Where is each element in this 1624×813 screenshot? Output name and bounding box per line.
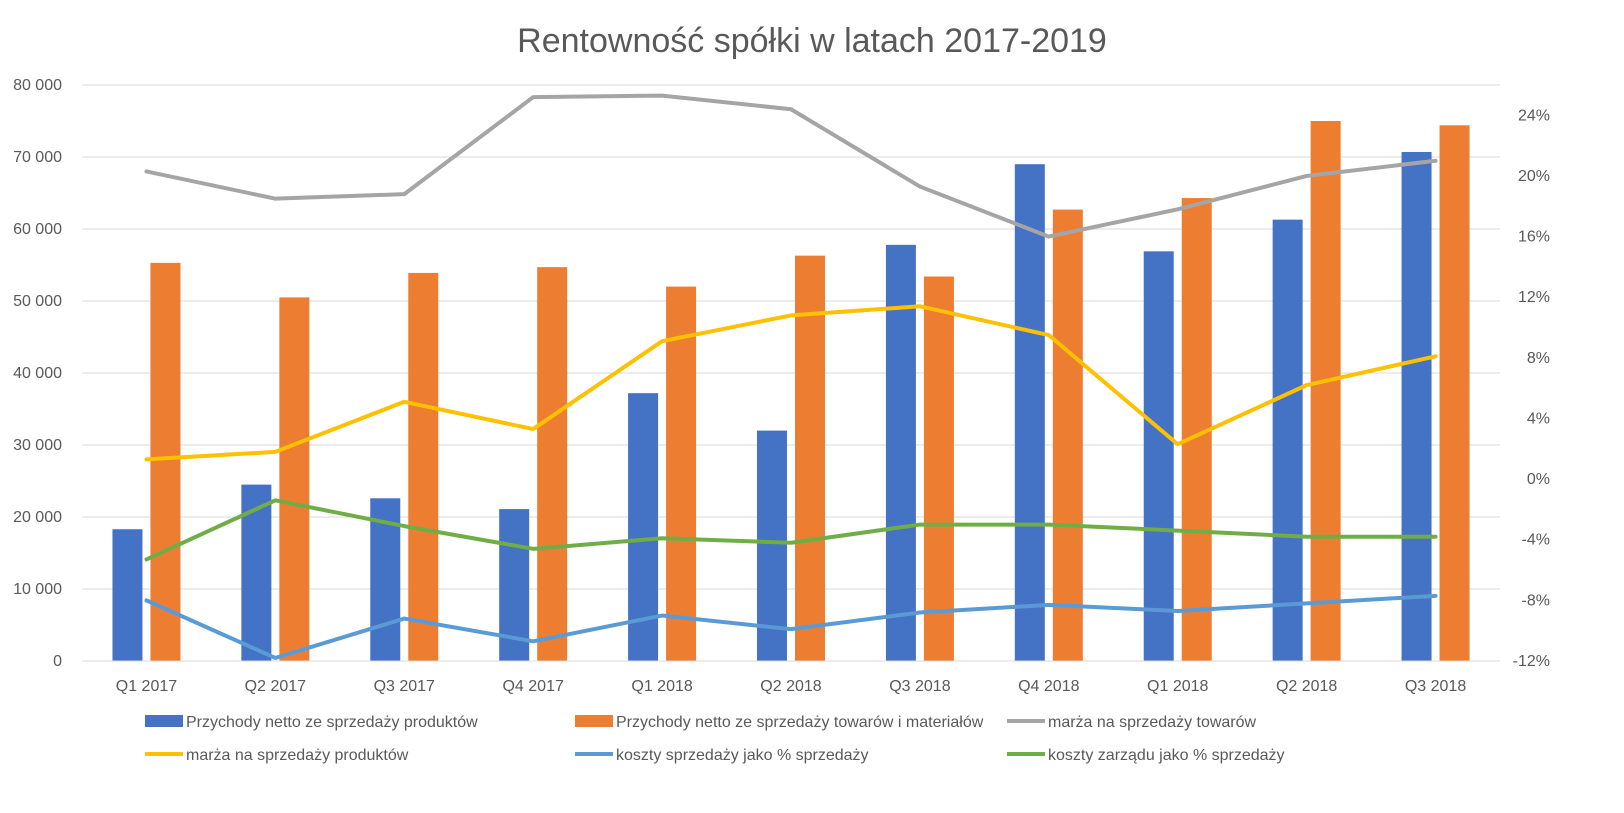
bar-goods-revenue xyxy=(923,276,954,661)
bar-series-group xyxy=(112,121,1470,662)
x-axis-tick-label: Q4 2018 xyxy=(1018,678,1079,695)
right-axis-tick-label: 24% xyxy=(1518,107,1550,124)
right-axis-tick-label: -4% xyxy=(1522,532,1550,549)
bar-products-revenue xyxy=(1143,251,1174,661)
bar-goods-revenue xyxy=(1310,121,1341,661)
right-axis-tick-label: 0% xyxy=(1527,471,1550,488)
bar-goods-revenue xyxy=(150,262,181,661)
legend: Przychody netto ze sprzedaży produktów Pr… xyxy=(145,714,1285,764)
chart-title: Rentowność spółki w latach 2017-2019 xyxy=(517,22,1107,60)
line-products-margin xyxy=(144,304,1438,462)
left-axis-tick-label: 70 000 xyxy=(13,149,62,166)
legend-item: Przychody netto ze sprzedaży towarów i m… xyxy=(575,714,984,731)
x-axis-tick-label: Q1 2018 xyxy=(1147,678,1208,695)
line-admin-costs xyxy=(144,498,1438,562)
legend-item: koszty sprzedaży jako % sprzedaży xyxy=(575,747,869,764)
bar-products-revenue xyxy=(1401,151,1432,661)
x-axis-tick-label: Q3 2018 xyxy=(1405,678,1466,695)
bar-goods-revenue xyxy=(279,297,310,661)
legend-label: koszty zarządu jako % sprzedaży xyxy=(1048,747,1285,764)
legend-item: marża na sprzedaży produktów xyxy=(145,747,409,764)
right-axis-tick-label: 16% xyxy=(1518,229,1550,246)
bar-goods-revenue xyxy=(537,267,568,661)
left-axis-ticks: 0 10 000 20 000 30 000 40 000 50 000 60 000 70 … xyxy=(13,77,62,670)
x-axis-tick-label: Q2 2018 xyxy=(1276,678,1337,695)
left-axis-tick-label: 10 000 xyxy=(13,581,62,598)
legend-label: koszty sprzedaży jako % sprzedaży xyxy=(616,747,869,764)
legend-swatch xyxy=(575,715,613,727)
right-axis-tick-label: 4% xyxy=(1527,410,1550,427)
left-axis-tick-label: 30 000 xyxy=(13,437,62,454)
right-axis-tick-label: 20% xyxy=(1518,168,1550,185)
gridlines xyxy=(82,84,1500,662)
right-axis-tick-label: 12% xyxy=(1518,289,1550,306)
bar-products-revenue xyxy=(112,529,143,661)
bar-goods-revenue xyxy=(1052,209,1083,661)
right-axis-ticks: -12% -8% -4% 0% 4% 8% 12% 16% 20% 24% xyxy=(1513,107,1550,670)
x-axis-tick-label: Q2 2018 xyxy=(760,678,821,695)
bar-goods-revenue xyxy=(1439,125,1470,661)
legend-item: koszty zarządu jako % sprzedaży xyxy=(1007,747,1285,764)
x-axis-labels: Q1 2017 Q2 2017 Q3 2017 Q4 2017 Q1 2018 Q2 20… xyxy=(82,660,1500,695)
legend-item: marża na sprzedaży towarów xyxy=(1007,714,1257,731)
bar-products-revenue xyxy=(885,244,916,661)
left-axis-tick-label: 80 000 xyxy=(13,77,62,94)
left-axis-tick-label: 60 000 xyxy=(13,221,62,238)
x-axis-tick-label: Q1 2017 xyxy=(116,678,177,695)
legend-swatch xyxy=(145,715,183,727)
left-axis-tick-label: 40 000 xyxy=(13,365,62,382)
right-axis-tick-label: -8% xyxy=(1522,592,1550,609)
legend-label: Przychody netto ze sprzedaży towarów i m… xyxy=(616,714,984,731)
line-series-group xyxy=(144,93,1438,660)
line-selling-costs xyxy=(144,593,1438,660)
legend-label: Przychody netto ze sprzedaży produktów xyxy=(186,714,478,731)
left-axis-tick-label: 0 xyxy=(53,653,62,670)
legend-label: marża na sprzedaży produktów xyxy=(186,747,409,764)
right-axis-tick-label: -12% xyxy=(1513,653,1550,670)
right-axis-tick-label: 8% xyxy=(1527,350,1550,367)
legend-label: marża na sprzedaży towarów xyxy=(1048,714,1257,731)
bar-goods-revenue xyxy=(795,255,825,661)
bar-goods-revenue xyxy=(666,286,697,661)
bar-products-revenue xyxy=(1272,219,1303,661)
x-axis-tick-label: Q4 2017 xyxy=(502,678,563,695)
x-axis-tick-label: Q3 2018 xyxy=(889,678,950,695)
bar-goods-revenue xyxy=(408,272,439,661)
x-axis-tick-label: Q2 2017 xyxy=(245,678,306,695)
x-axis-tick-label: Q1 2018 xyxy=(631,678,692,695)
legend-item: Przychody netto ze sprzedaży produktów xyxy=(145,714,478,731)
bar-products-revenue xyxy=(1014,164,1045,661)
left-axis-tick-label: 20 000 xyxy=(13,509,62,526)
left-axis-tick-label: 50 000 xyxy=(13,293,62,310)
x-axis-tick-label: Q3 2017 xyxy=(374,678,435,695)
line-goods-margin xyxy=(144,93,1438,239)
bar-products-revenue xyxy=(757,430,787,661)
